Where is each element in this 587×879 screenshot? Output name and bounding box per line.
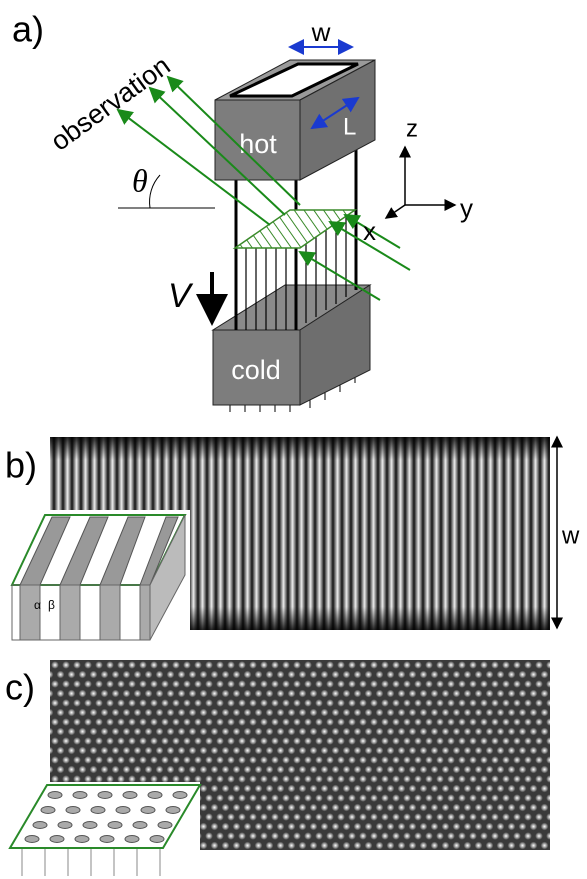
panel-label: a) [12,9,44,50]
observation-label: observation [45,50,176,156]
cold-box [211,284,372,412]
length-label: L [343,113,356,140]
cold-label: cold [231,355,281,385]
angle-arc [149,174,161,209]
alpha-label: α [34,598,41,612]
width-label: w [311,17,331,47]
axis-z: z [406,115,418,142]
panel-label: b) [5,445,37,486]
rod-inset [5,782,202,879]
observation-rays [116,75,411,301]
theta-label: θ [132,162,148,198]
axis-x: x [363,216,376,246]
hot-label: hot [239,129,277,159]
axis-y: y [460,193,473,223]
width-label: w [561,522,580,549]
beta-label: β [48,598,55,612]
velocity-label: V [168,277,194,315]
panel-label: c) [5,667,35,708]
length-arrow [310,96,360,130]
observation-plane [232,209,358,249]
axes [384,145,457,219]
lamellar-inset [8,510,190,645]
